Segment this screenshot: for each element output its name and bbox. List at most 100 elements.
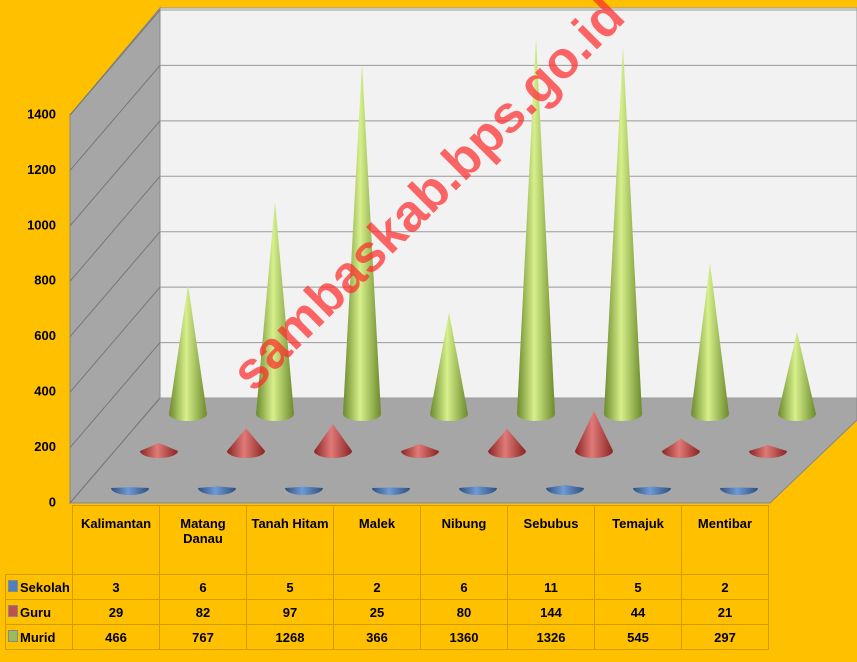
corner bbox=[6, 506, 73, 575]
cone-body bbox=[633, 486, 671, 495]
cone-body bbox=[459, 486, 497, 495]
cone bbox=[720, 487, 758, 495]
y-tick-label: 1200 bbox=[27, 162, 56, 177]
table-value: 21 bbox=[681, 599, 769, 625]
category-label: Tanah Hitam bbox=[246, 505, 334, 575]
legend-swatch bbox=[8, 579, 18, 592]
cone bbox=[256, 201, 294, 421]
table-value: 2 bbox=[333, 574, 421, 600]
table-value: 366 bbox=[333, 624, 421, 650]
legend-entry: Sekolah bbox=[5, 574, 73, 600]
grid-line bbox=[69, 397, 161, 504]
cone bbox=[401, 444, 439, 458]
grid-line bbox=[69, 342, 161, 448]
category-label: Malek bbox=[333, 505, 421, 575]
cone-body bbox=[343, 62, 381, 421]
cone bbox=[198, 486, 236, 495]
cone-body bbox=[749, 445, 787, 458]
table-value: 545 bbox=[594, 624, 682, 650]
cone bbox=[430, 312, 468, 421]
y-tick-label: 1400 bbox=[27, 106, 56, 121]
cone-body bbox=[111, 487, 149, 495]
header-row: Kalimantan Matang Danau Tanah Hitam Malek Ni… bbox=[6, 505, 769, 575]
table-value: 144 bbox=[507, 599, 595, 625]
cone bbox=[749, 445, 787, 458]
cone bbox=[111, 487, 149, 495]
legend-entry: Murid bbox=[5, 624, 73, 650]
cone bbox=[343, 62, 381, 421]
cone-body bbox=[488, 428, 526, 458]
cone bbox=[285, 486, 323, 495]
cone bbox=[227, 428, 265, 458]
table-value: 44 bbox=[594, 599, 682, 625]
cone bbox=[575, 411, 613, 458]
y-tick-label: 200 bbox=[34, 439, 56, 454]
table-value: 6 bbox=[159, 574, 247, 600]
table-value: 466 bbox=[72, 624, 160, 650]
table-value: 97 bbox=[246, 599, 334, 625]
category-label: Temajuk bbox=[594, 505, 682, 575]
cone-body bbox=[517, 37, 555, 421]
cone bbox=[691, 262, 729, 421]
cone-body bbox=[604, 46, 642, 421]
legend-entry: Guru bbox=[5, 599, 73, 625]
cone-body bbox=[401, 444, 439, 458]
cone-body bbox=[720, 487, 758, 495]
table-value: 2 bbox=[681, 574, 769, 600]
cone bbox=[546, 484, 584, 495]
table-value: 11 bbox=[507, 574, 595, 600]
data-table: Kalimantan Matang Danau Tanah Hitam Malek Ni… bbox=[5, 505, 769, 650]
grid-line bbox=[69, 9, 161, 116]
category-label: Nibung bbox=[420, 505, 508, 575]
cone bbox=[314, 424, 352, 458]
series-row: Sekolah 3 6 5 2 6 11 5 2 bbox=[5, 574, 769, 600]
y-tick-label: 0 bbox=[49, 494, 56, 509]
table-value: 29 bbox=[72, 599, 160, 625]
table-value: 1360 bbox=[420, 624, 508, 650]
cone bbox=[488, 428, 526, 458]
cone-body bbox=[256, 201, 294, 421]
cone-body bbox=[140, 442, 178, 458]
legend-label: Sekolah bbox=[20, 579, 70, 595]
table-value: 82 bbox=[159, 599, 247, 625]
cone-body bbox=[227, 428, 265, 458]
cone-body bbox=[372, 487, 410, 495]
grid-line bbox=[69, 231, 161, 338]
table-value: 5 bbox=[594, 574, 682, 600]
cone bbox=[372, 487, 410, 495]
y-tick-label: 1000 bbox=[27, 217, 56, 232]
grid-line bbox=[69, 65, 161, 171]
cone-body bbox=[575, 411, 613, 458]
legend-label: Murid bbox=[20, 629, 56, 645]
category-label: Matang Danau bbox=[159, 505, 247, 575]
table-value: 767 bbox=[159, 624, 247, 650]
series-row: Murid 466 767 1268 366 1360 1326 545 297 bbox=[5, 624, 769, 650]
table-value: 1326 bbox=[507, 624, 595, 650]
table-value: 25 bbox=[333, 599, 421, 625]
cone bbox=[517, 37, 555, 421]
cone-body bbox=[314, 424, 352, 458]
cone bbox=[604, 46, 642, 421]
table-value: 5 bbox=[246, 574, 334, 600]
cone-body bbox=[169, 284, 207, 421]
y-tick-label: 600 bbox=[34, 328, 56, 343]
table-value: 1268 bbox=[246, 624, 334, 650]
cone bbox=[459, 486, 497, 495]
cone bbox=[633, 486, 671, 495]
cone-body bbox=[546, 484, 584, 495]
series-row: Guru 29 82 97 25 80 144 44 21 bbox=[5, 599, 769, 625]
cone-body bbox=[198, 486, 236, 495]
table-value: 3 bbox=[72, 574, 160, 600]
cone bbox=[662, 438, 700, 458]
cone bbox=[778, 331, 816, 421]
cone bbox=[169, 284, 207, 421]
grid-line bbox=[69, 286, 161, 393]
legend-label: Guru bbox=[20, 604, 52, 620]
y-tick-label: 800 bbox=[34, 273, 56, 288]
legend-swatch bbox=[8, 604, 18, 617]
cone-body bbox=[662, 438, 700, 458]
table-value: 6 bbox=[420, 574, 508, 600]
grid-line bbox=[69, 120, 161, 227]
